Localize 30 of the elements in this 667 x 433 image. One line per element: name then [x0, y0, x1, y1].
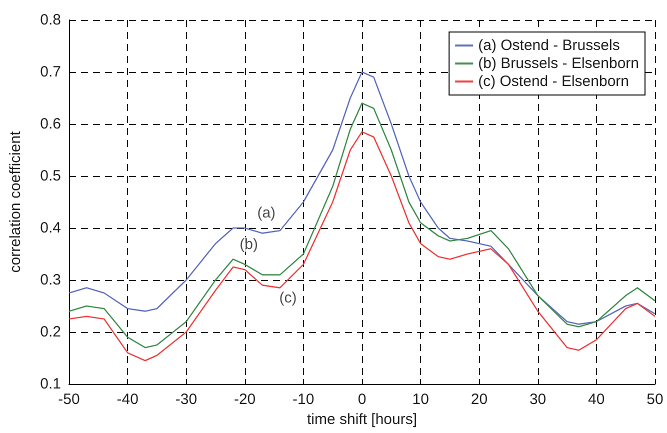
x-tick-label: -20	[234, 391, 256, 408]
y-tick-label: 0.3	[40, 272, 61, 288]
legend-label: (c) Ostend - Elsenborn	[478, 73, 630, 90]
y-tick-label: 0.4	[40, 220, 61, 236]
y-tick-label: 0.7	[40, 64, 61, 80]
annotation: (c)	[279, 289, 297, 306]
annotation: (b)	[240, 236, 258, 253]
y-axis-title: correlation coefficient	[7, 130, 24, 273]
x-tick-label: 20	[470, 391, 488, 408]
y-tick-label: 0.1	[40, 376, 61, 392]
annotation: (a)	[257, 204, 276, 222]
x-axis-title: time shift [hours]	[306, 411, 418, 428]
line-series	[68, 131, 656, 362]
legend-label: (b) Brussels - Elsenborn	[478, 55, 640, 72]
x-tick-label: -10	[292, 391, 314, 408]
line-series	[68, 102, 656, 348]
x-tick-label: -40	[116, 391, 138, 408]
x-tick-label: 40	[588, 391, 605, 408]
x-tick-label: -30	[175, 391, 198, 408]
legend-label: (a) Ostend - Brussels	[478, 37, 620, 54]
x-tick-label: -50	[58, 391, 80, 408]
x-tick-label: 10	[412, 391, 429, 408]
x-tick-label: 0	[358, 391, 366, 408]
x-tick-label: 50	[646, 391, 664, 408]
x-tick-label: 30	[529, 391, 546, 408]
line-series	[68, 71, 656, 325]
y-tick-label: 0.8	[40, 12, 61, 28]
y-tick-label: 0.5	[40, 168, 61, 184]
y-tick-label: 0.2	[40, 324, 61, 340]
y-tick-label: 0.6	[40, 116, 61, 132]
